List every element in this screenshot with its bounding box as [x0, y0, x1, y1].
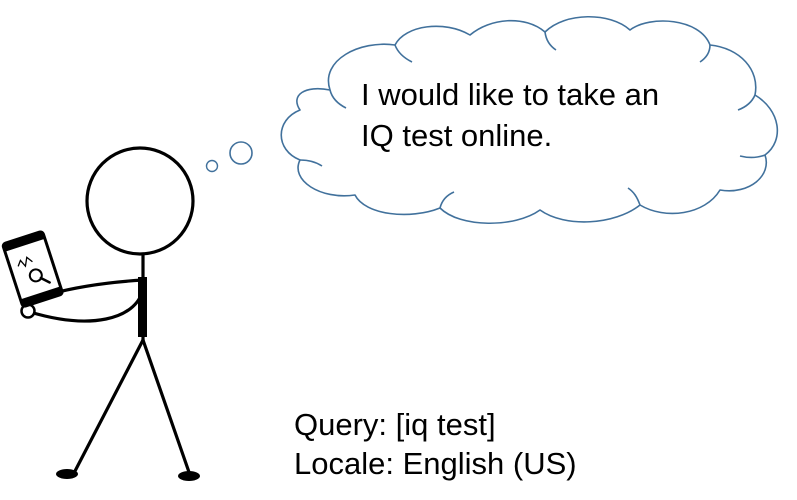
query-line: Query: [iq test] — [294, 405, 577, 444]
locale-value: English (US) — [402, 446, 577, 481]
query-label: Query: — [294, 407, 388, 442]
thought-bubble-small — [205, 159, 219, 173]
thought-bubble-large — [229, 141, 253, 165]
figure-leg-right — [141, 338, 192, 477]
figure-arm-upper — [48, 278, 145, 296]
thought-line-2: IQ test online. — [361, 118, 553, 153]
figure-head — [85, 146, 195, 256]
thought-cloud — [280, 15, 779, 225]
figure-foot-right — [178, 471, 200, 481]
locale-line: Locale: English (US) — [294, 444, 577, 483]
smartphone-icon — [1, 230, 64, 308]
locale-label: Locale: — [294, 446, 394, 481]
figure-leg-left — [72, 338, 145, 475]
thought-line-1: I would like to take an — [361, 77, 660, 112]
figure-foot-left — [56, 469, 78, 479]
query-value: [iq test] — [395, 407, 496, 442]
magnifier-icon — [28, 268, 51, 284]
stick-figure-icon — [28, 146, 195, 477]
query-info: Query: [iq test] Locale: English (US) — [294, 405, 577, 483]
screen-scribble — [17, 256, 33, 268]
thought-text: I would like to take an IQ test online. — [361, 74, 761, 156]
figure-shoulder — [138, 277, 147, 337]
